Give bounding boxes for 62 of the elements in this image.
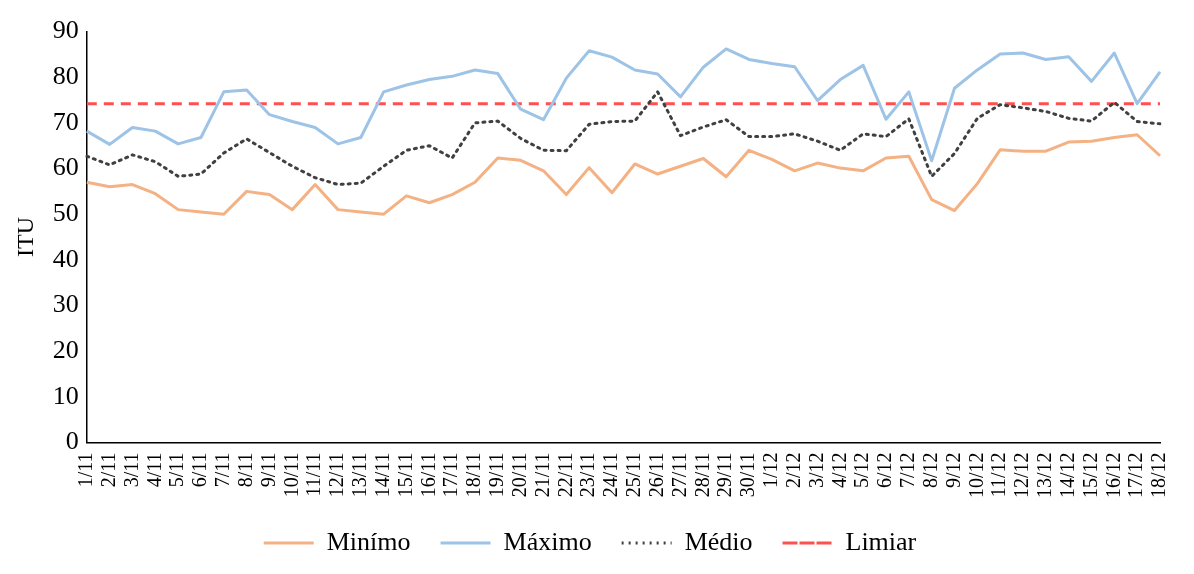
x-tick-label: 16/11	[416, 452, 439, 498]
x-tick-label: 29/11	[713, 452, 736, 498]
legend-label: Minímo	[326, 526, 411, 556]
x-tick-label: 3/12	[804, 452, 827, 489]
x-tick-label: 25/11	[622, 452, 645, 498]
x-tick-label: 12/11	[325, 452, 348, 498]
legend-label: Máximo	[503, 526, 592, 556]
x-tick-label: 23/11	[576, 452, 599, 498]
legend-label: Limiar	[845, 526, 917, 556]
legend-label: Médio	[684, 526, 753, 556]
x-tick-label: 2/11	[96, 452, 119, 488]
x-tick-label: 14/11	[370, 452, 393, 498]
x-tick-label: 18/11	[462, 452, 485, 498]
x-tick-label: 20/11	[507, 452, 530, 498]
x-tick-label: 15/11	[393, 452, 416, 498]
y-axis-title: ITU	[11, 217, 38, 258]
x-tick-label: 6/12	[873, 452, 896, 489]
y-tick-label: 20	[52, 334, 79, 364]
y-tick-label: 40	[52, 243, 79, 273]
x-tick-label: 1/12	[759, 452, 782, 489]
x-tick-label: 4/12	[827, 452, 850, 489]
x-tick-label: 8/12	[918, 452, 941, 489]
x-tick-label: 30/11	[736, 452, 759, 498]
x-tick-label: 28/11	[690, 452, 713, 498]
x-tick-label: 10/12	[964, 452, 987, 499]
x-tick-label: 17/12	[1124, 452, 1147, 499]
x-tick-label: 16/12	[1101, 452, 1124, 499]
x-tick-label: 13/11	[348, 452, 371, 498]
x-tick-label: 3/11	[119, 452, 142, 488]
x-tick-label: 4/11	[142, 452, 165, 488]
x-tick-label: 18/12	[1147, 452, 1170, 499]
x-tick-label: 21/11	[530, 452, 553, 498]
x-tick-label: 9/12	[941, 452, 964, 489]
x-tick-label: 22/11	[553, 452, 576, 498]
y-tick-label: 10	[52, 380, 79, 410]
x-tick-label: 11/11	[302, 452, 325, 497]
x-tick-label: 24/11	[599, 452, 622, 498]
y-tick-label: 50	[52, 198, 79, 228]
x-tick-label: 10/11	[279, 452, 302, 498]
x-tick-label: 19/11	[485, 452, 508, 498]
y-tick-label: 60	[52, 152, 79, 182]
x-tick-label: 13/12	[1033, 452, 1056, 499]
line-series	[85, 90, 1162, 187]
x-tick-label: 8/11	[233, 452, 256, 488]
x-tick-label: 11/12	[987, 452, 1010, 498]
x-tick-label: 5/11	[165, 452, 188, 488]
x-tick-label: 7/11	[211, 452, 234, 488]
x-tick-label: 6/11	[188, 452, 211, 488]
x-tick-label: 17/11	[439, 452, 462, 498]
x-tick-label: 7/12	[896, 452, 919, 489]
y-tick-label: 30	[52, 289, 79, 319]
y-tick-label: 80	[52, 61, 79, 91]
x-tick-label: 5/12	[850, 452, 873, 489]
x-tick-label: 14/12	[1055, 452, 1078, 499]
x-tick-label: 9/11	[256, 452, 279, 488]
x-tick-label: 26/11	[644, 452, 667, 498]
x-tick-label: 27/11	[667, 452, 690, 498]
x-tick-label: 2/12	[781, 452, 804, 489]
y-tick-label: 70	[52, 106, 79, 136]
x-tick-label: 15/12	[1078, 452, 1101, 499]
x-tick-label: 12/12	[1010, 452, 1033, 499]
y-tick-label: 90	[52, 15, 79, 45]
